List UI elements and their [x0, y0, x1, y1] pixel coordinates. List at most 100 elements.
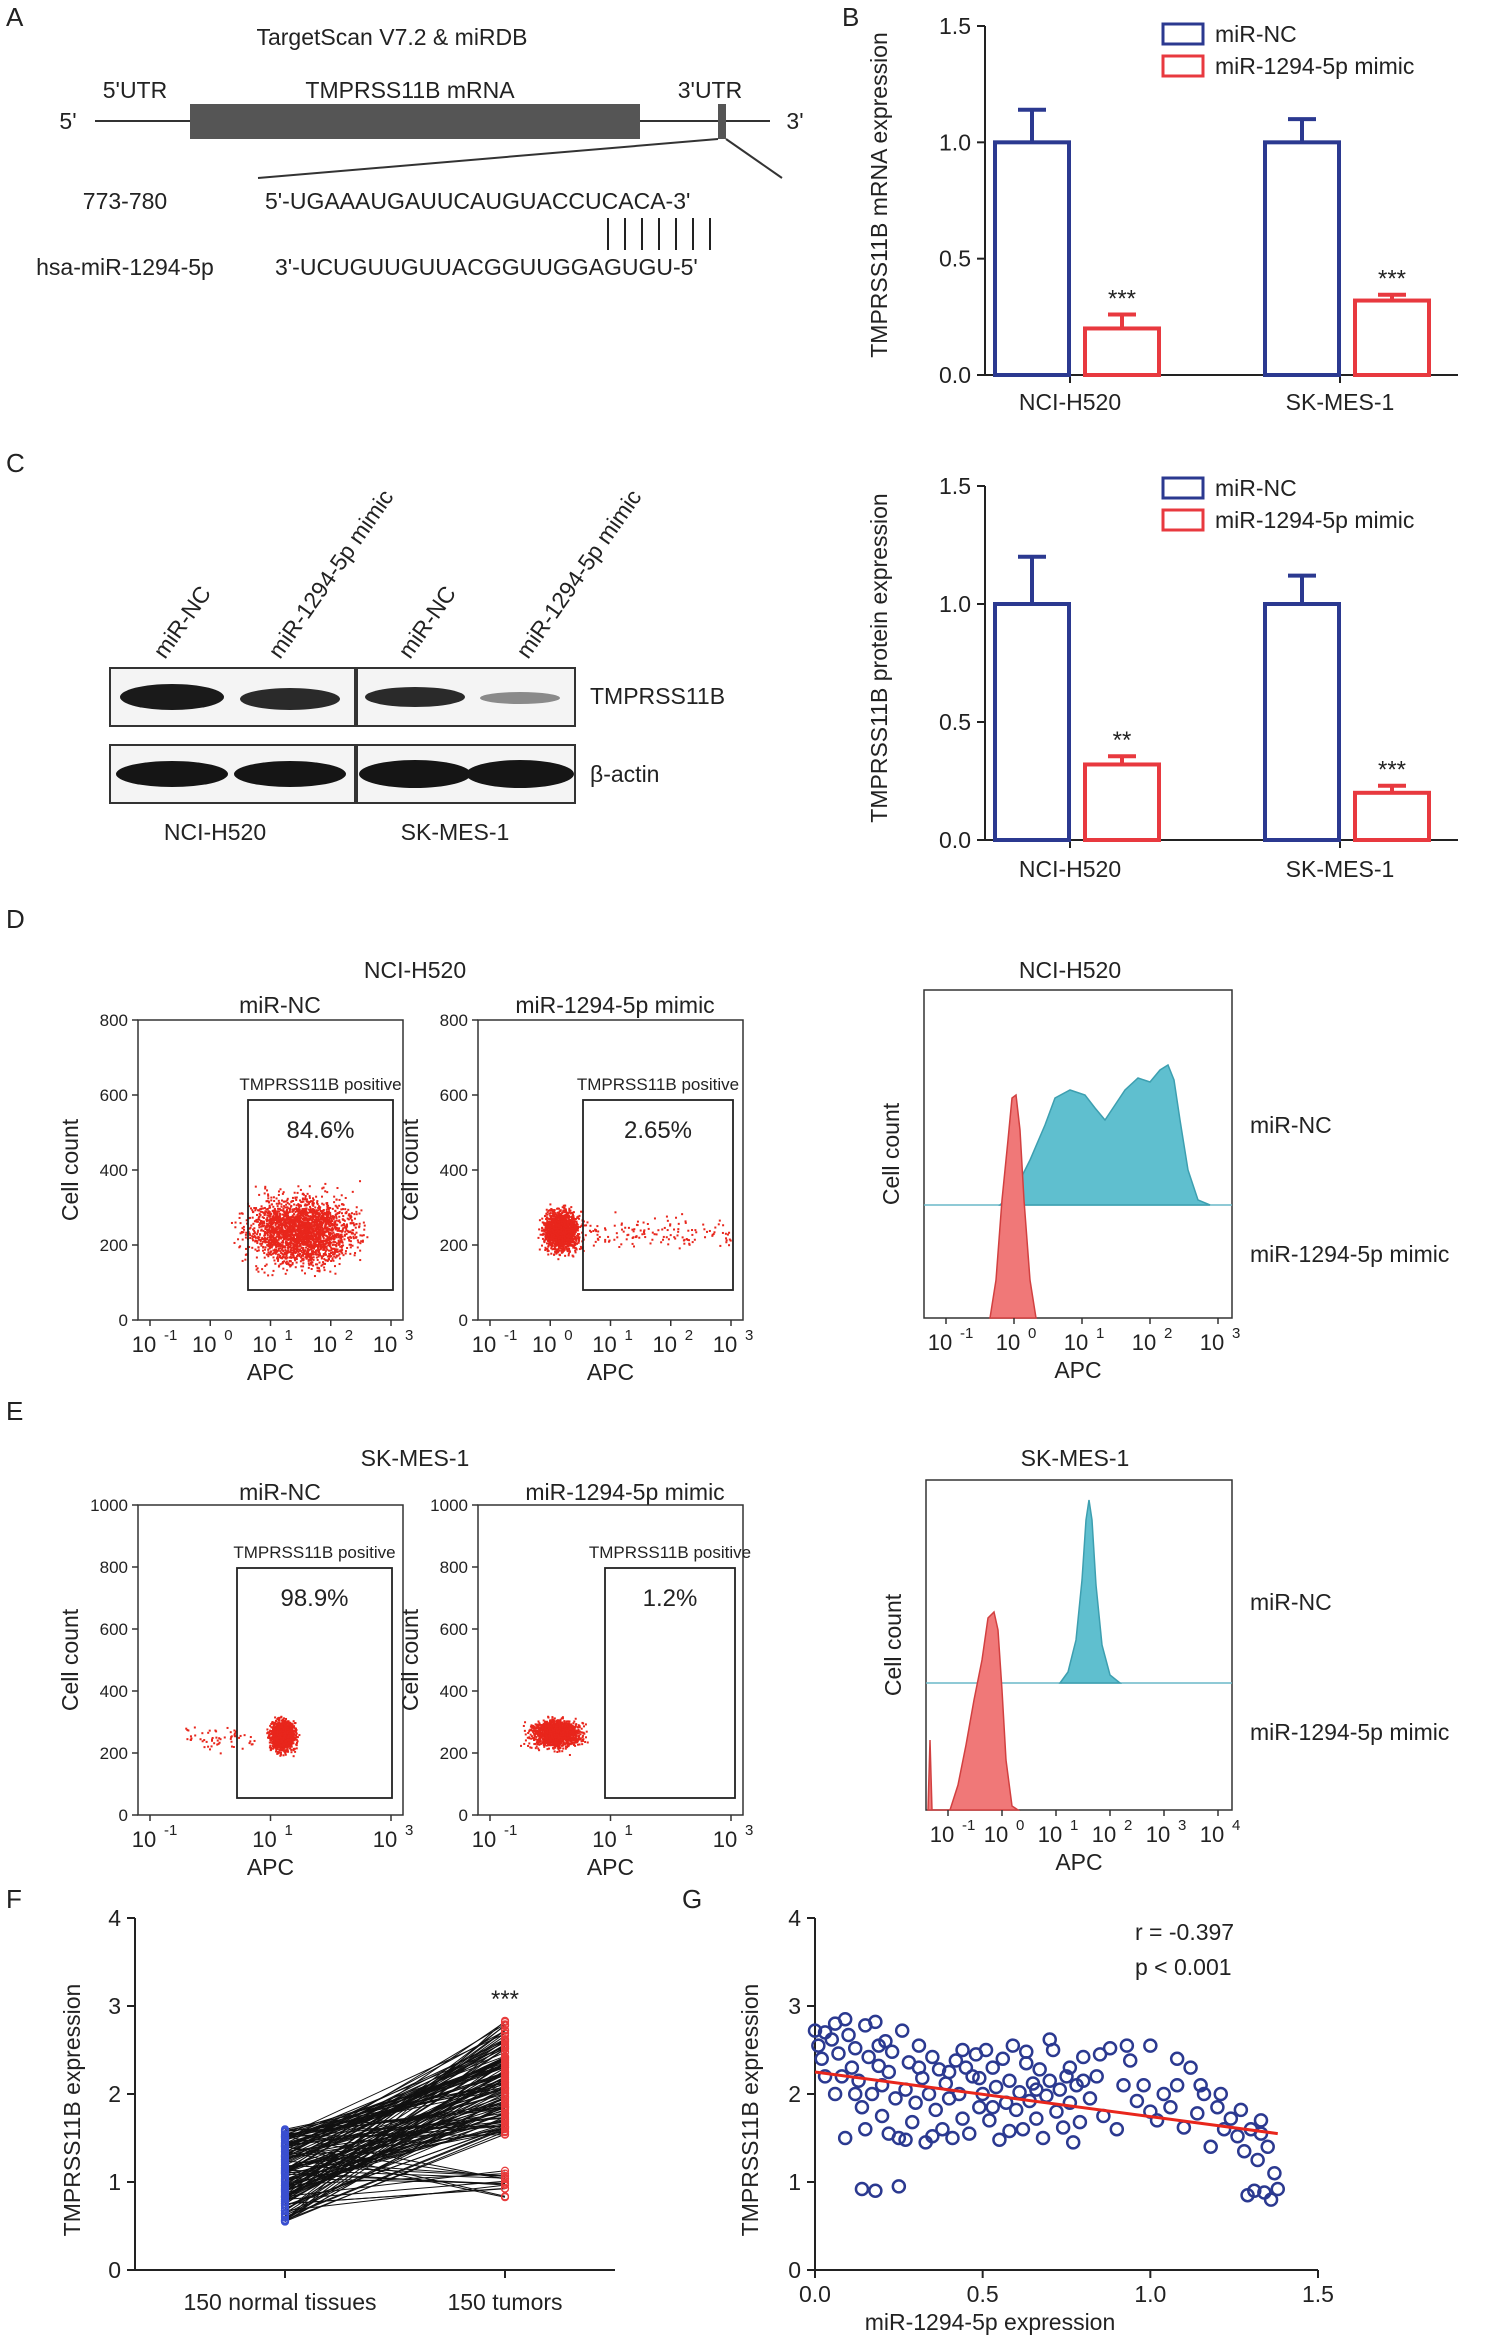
event-dot — [274, 1237, 277, 1240]
event-dot — [330, 1241, 333, 1244]
event-dot — [567, 1230, 570, 1233]
event-dot — [348, 1239, 351, 1242]
event-dot — [278, 1716, 281, 1719]
event-dot — [303, 1208, 306, 1211]
event-dot — [307, 1251, 310, 1254]
event-dot — [324, 1182, 327, 1185]
event-dot — [319, 1213, 322, 1216]
event-dot — [327, 1223, 330, 1226]
event-dot — [297, 1208, 300, 1211]
event-dot — [298, 1734, 301, 1737]
event-dot — [549, 1236, 552, 1239]
event-dot — [354, 1252, 357, 1255]
event-dot — [316, 1253, 319, 1256]
event-dot — [725, 1239, 728, 1242]
event-dot — [321, 1224, 324, 1227]
event-dot — [330, 1232, 333, 1235]
event-dot — [272, 1256, 275, 1259]
mrna-label: TMPRSS11B mRNA — [305, 77, 515, 103]
event-dot — [714, 1226, 717, 1229]
event-dot — [301, 1251, 304, 1254]
event-dot — [234, 1226, 237, 1229]
event-dot — [325, 1218, 328, 1221]
event-dot — [559, 1226, 562, 1229]
event-dot — [255, 1218, 258, 1221]
x-tick-exponent: 1 — [285, 1327, 293, 1344]
event-dot — [558, 1241, 561, 1244]
event-dot — [318, 1218, 321, 1221]
event-dot — [257, 1237, 260, 1240]
event-dot — [273, 1207, 276, 1210]
event-dot — [303, 1210, 306, 1213]
event-dot — [310, 1200, 313, 1203]
event-dot — [570, 1244, 573, 1247]
event-dot — [319, 1237, 322, 1240]
event-dot — [255, 1256, 258, 1259]
event-dot — [262, 1249, 265, 1252]
event-dot — [553, 1253, 556, 1256]
event-dot — [578, 1236, 581, 1239]
event-dot — [718, 1219, 721, 1222]
event-dot — [564, 1245, 567, 1248]
event-dot — [563, 1214, 566, 1217]
event-dot — [340, 1203, 343, 1206]
x-tick-exponent: 3 — [405, 1327, 413, 1344]
event-dot — [571, 1240, 574, 1243]
event-dot — [314, 1210, 317, 1213]
event-dot — [312, 1197, 315, 1200]
event-dot — [308, 1217, 311, 1220]
event-dot — [538, 1219, 541, 1222]
event-dot — [322, 1255, 325, 1258]
event-dot — [267, 1197, 270, 1200]
event-dot — [550, 1242, 553, 1245]
legend-mirnc-label: miR-NC — [1215, 21, 1297, 47]
event-dot — [271, 1274, 274, 1277]
event-dot — [281, 1228, 284, 1231]
event-dot — [311, 1218, 314, 1221]
event-dot — [252, 1222, 255, 1225]
event-dot — [262, 1220, 265, 1223]
event-dot — [292, 1229, 295, 1232]
event-dot — [321, 1240, 324, 1243]
event-dot — [545, 1212, 548, 1215]
event-dot — [277, 1221, 280, 1224]
event-dot — [543, 1228, 546, 1231]
event-dot — [299, 1205, 302, 1208]
event-dot — [260, 1207, 263, 1210]
event-dot — [317, 1232, 320, 1235]
event-dot — [543, 1240, 546, 1243]
event-dot — [572, 1222, 575, 1225]
event-dot — [295, 1244, 298, 1247]
event-dot — [277, 1224, 280, 1227]
event-dot — [278, 1207, 281, 1210]
lane-label-1: miR-NC — [148, 581, 216, 663]
event-dot — [261, 1242, 264, 1245]
event-dot — [291, 1228, 294, 1231]
event-dot — [572, 1234, 575, 1237]
event-dot — [283, 1215, 286, 1218]
event-dot — [290, 1264, 293, 1267]
event-dot — [277, 1232, 280, 1235]
event-dot — [546, 1217, 549, 1220]
event-dot — [267, 1240, 270, 1243]
event-dot — [326, 1259, 329, 1262]
event-dot — [266, 1219, 269, 1222]
event-dot — [288, 1209, 291, 1212]
event-dot — [558, 1249, 561, 1252]
event-dot — [289, 1265, 292, 1268]
event-dot — [341, 1235, 344, 1238]
event-dot — [613, 1224, 616, 1227]
event-dot — [316, 1203, 319, 1206]
event-dot — [560, 1220, 563, 1223]
event-dot — [545, 1223, 548, 1226]
event-dot — [553, 1209, 556, 1212]
event-dot — [288, 1246, 291, 1249]
event-dot — [282, 1224, 285, 1227]
event-dot — [712, 1233, 715, 1236]
event-dot — [272, 1196, 275, 1199]
event-dot — [305, 1198, 308, 1201]
event-dot — [295, 1246, 298, 1249]
event-dot — [563, 1233, 566, 1236]
event-dot — [546, 1222, 549, 1225]
